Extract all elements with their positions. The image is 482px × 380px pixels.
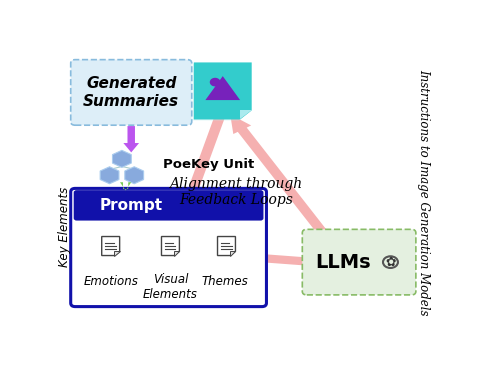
- Polygon shape: [230, 114, 347, 260]
- Polygon shape: [192, 63, 250, 121]
- Text: Prompt: Prompt: [99, 198, 162, 213]
- Text: Visual
Elements: Visual Elements: [143, 273, 198, 301]
- FancyBboxPatch shape: [302, 230, 416, 295]
- Polygon shape: [205, 76, 240, 100]
- Polygon shape: [240, 111, 252, 119]
- Polygon shape: [177, 248, 335, 270]
- Polygon shape: [174, 251, 179, 255]
- Polygon shape: [161, 236, 179, 255]
- Text: Alignment through
Feedback Loops: Alignment through Feedback Loops: [169, 177, 302, 207]
- Polygon shape: [123, 126, 139, 152]
- Polygon shape: [167, 108, 228, 252]
- Text: PoeKey Unit: PoeKey Unit: [163, 158, 254, 171]
- Text: Instructions to Image Generation Models: Instructions to Image Generation Models: [417, 69, 430, 315]
- Text: Key Elements: Key Elements: [58, 187, 71, 267]
- Polygon shape: [120, 182, 131, 190]
- Polygon shape: [230, 251, 235, 255]
- Text: ✿: ✿: [385, 256, 396, 269]
- Circle shape: [211, 79, 220, 86]
- Text: LLMs: LLMs: [316, 253, 371, 272]
- Polygon shape: [217, 236, 235, 255]
- Polygon shape: [114, 251, 120, 255]
- Text: Emotions: Emotions: [83, 275, 138, 288]
- Text: Themes: Themes: [201, 275, 248, 288]
- FancyBboxPatch shape: [74, 190, 264, 220]
- Text: Generated
Summaries: Generated Summaries: [83, 76, 179, 109]
- FancyBboxPatch shape: [71, 188, 267, 307]
- Polygon shape: [102, 236, 120, 255]
- Polygon shape: [194, 62, 252, 119]
- FancyBboxPatch shape: [71, 60, 192, 125]
